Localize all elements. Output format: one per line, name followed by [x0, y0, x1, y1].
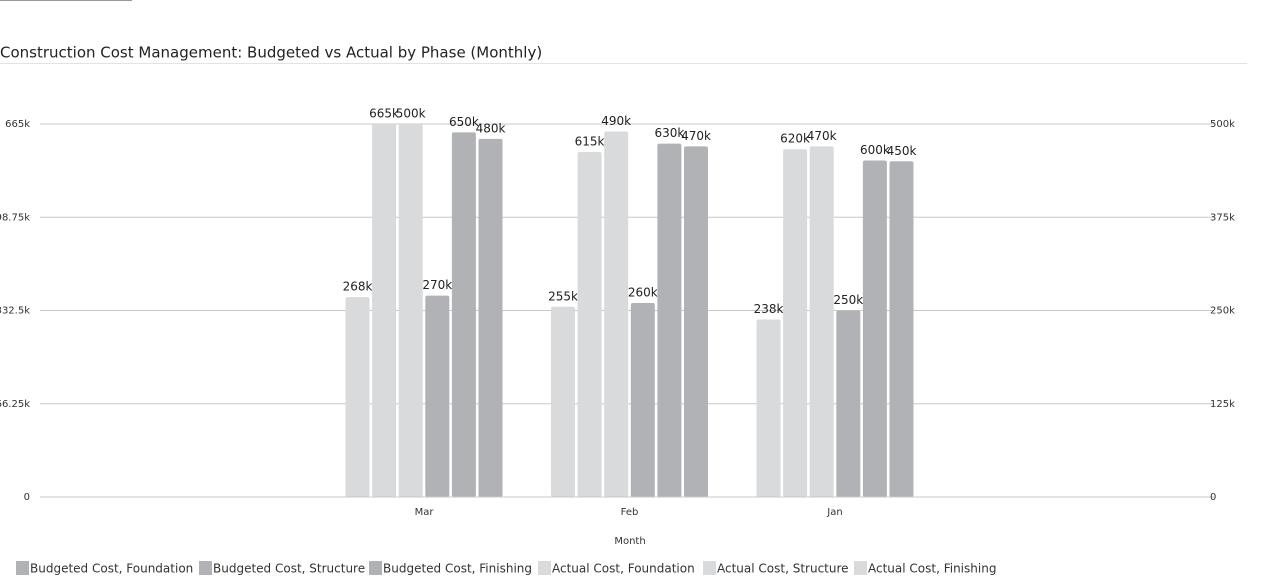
bar: [425, 295, 450, 497]
x-tick-label: Jan: [826, 507, 842, 518]
bar: [657, 143, 682, 497]
bar: [478, 138, 503, 498]
value-label: 630k: [654, 126, 684, 140]
y-tick-label: 166.25k: [0, 399, 30, 410]
legend-swatch: [369, 561, 382, 575]
bar: [604, 131, 629, 497]
legend-label: Budgeted Cost, Structure: [213, 562, 365, 576]
legend-label: Actual Cost, Foundation: [552, 562, 695, 576]
value-label: 260k: [628, 286, 658, 300]
y-tick-label: 498.75k: [0, 212, 30, 223]
value-label: 650k: [449, 115, 479, 129]
value-label: 500k: [396, 107, 426, 121]
x-tick-label: Feb: [621, 507, 639, 518]
legend-label: Budgeted Cost, Finishing: [383, 562, 532, 576]
legend-swatch: [538, 561, 551, 575]
bar: [836, 310, 861, 497]
value-label: 615k: [575, 135, 605, 149]
y2-tick-label: 125k: [1210, 399, 1235, 410]
value-label: 250k: [833, 293, 863, 307]
bar: [809, 146, 834, 497]
value-label: 665k: [369, 107, 399, 121]
x-tick-label: Mar: [415, 507, 435, 518]
y-tick-label: 332.5k: [0, 306, 30, 317]
legend-label: Budgeted Cost, Foundation: [30, 562, 193, 576]
value-label: 450k: [887, 144, 917, 158]
bar: [451, 132, 476, 498]
legend-label: Actual Cost, Structure: [717, 562, 849, 576]
value-label: 480k: [476, 121, 506, 135]
bar: [783, 149, 808, 497]
bar: [889, 161, 914, 498]
y2-tick-label: 0: [1210, 492, 1216, 503]
value-label: 490k: [601, 114, 631, 128]
legend-swatch: [854, 561, 867, 575]
chart-title: Construction Cost Management: Budgeted v…: [0, 44, 542, 62]
bar: [345, 297, 370, 497]
legend-swatch: [16, 561, 29, 575]
value-label: 268k: [343, 280, 373, 294]
y2-tick-label: 250k: [1210, 306, 1235, 317]
value-label: 470k: [807, 129, 837, 143]
y2-tick-label: 500k: [1210, 119, 1235, 130]
bar: [630, 303, 655, 497]
bar: [372, 124, 397, 497]
y-tick-label: 0: [24, 492, 30, 503]
value-label: 270k: [422, 278, 452, 292]
bar: [551, 306, 575, 497]
value-label: 255k: [548, 289, 578, 303]
value-label: 238k: [754, 302, 784, 316]
bar: [684, 146, 708, 497]
y-tick-label: 665k: [5, 119, 30, 130]
legend-label: Actual Cost, Finishing: [868, 562, 996, 576]
y2-tick-label: 375k: [1210, 212, 1235, 223]
bar: [398, 124, 423, 497]
value-label: 620k: [780, 132, 810, 146]
legend-swatch: [703, 561, 716, 575]
legend-swatch: [199, 561, 212, 575]
bar: [577, 152, 602, 498]
value-label: 600k: [860, 143, 890, 157]
value-label: 470k: [681, 129, 711, 143]
bar: [756, 319, 781, 497]
x-axis-title: Month: [614, 536, 645, 547]
bar: [862, 160, 887, 497]
